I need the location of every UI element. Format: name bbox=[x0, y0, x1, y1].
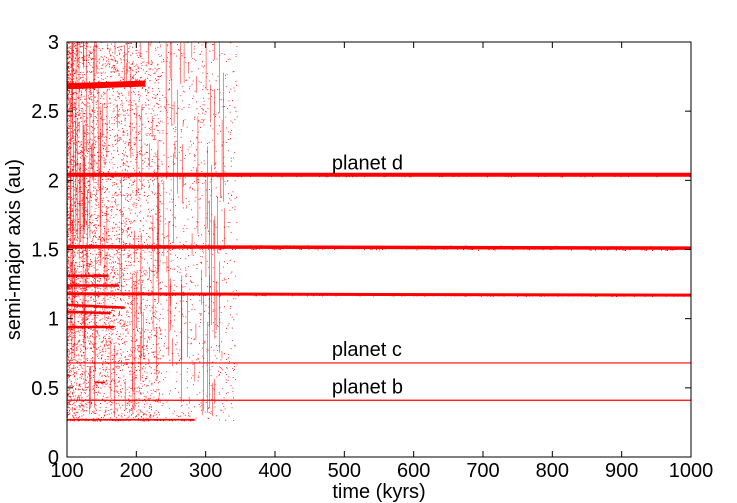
series-jitter bbox=[94, 382, 105, 384]
x-tick-label: 500 bbox=[328, 460, 361, 482]
x-axis-label: time (kyrs) bbox=[332, 481, 425, 503]
y-axis-label: semi-major axis (au) bbox=[3, 159, 25, 340]
y-tick-label: 1.5 bbox=[31, 240, 59, 262]
series-planet-d bbox=[67, 172, 691, 178]
plot-frame bbox=[66, 41, 692, 458]
series-track-7 bbox=[66, 303, 125, 310]
series-jitter bbox=[67, 292, 691, 297]
x-tick-label: 400 bbox=[258, 460, 291, 482]
x-tick-label: 900 bbox=[605, 460, 638, 482]
series-line bbox=[66, 80, 146, 90]
series-track-10 bbox=[67, 282, 119, 290]
x-tick-label: 100 bbox=[50, 460, 83, 482]
y-tick-label: 0.5 bbox=[31, 378, 59, 400]
x-tick-label: 700 bbox=[466, 460, 499, 482]
series-jitter bbox=[67, 173, 691, 178]
series-track-12 bbox=[94, 381, 106, 384]
axis-ticks: 100 200 300 400 500 600 700 800 900 1000 0 0.5 1 1.5 2… bbox=[31, 32, 713, 482]
y-tick-label: 2.5 bbox=[31, 101, 59, 123]
series-jitter bbox=[67, 419, 196, 422]
y-tick-label: 0 bbox=[48, 447, 59, 469]
series-track-11 bbox=[67, 273, 109, 280]
annotation-planet-d: planet d bbox=[332, 152, 403, 174]
x-tick-label: 1000 bbox=[669, 460, 714, 482]
streaks bbox=[66, 42, 225, 418]
annotation-planet-b: planet b bbox=[332, 376, 403, 398]
annotations: planet d planet c planet b bbox=[332, 152, 403, 398]
x-tick-label: 300 bbox=[189, 460, 222, 482]
series-jitter bbox=[67, 79, 146, 91]
series-jitter bbox=[67, 282, 119, 290]
series-track-4 bbox=[66, 292, 692, 297]
plot-area bbox=[66, 42, 692, 422]
series-track-3 bbox=[66, 244, 692, 251]
series-jitter bbox=[67, 325, 115, 330]
scatter-points bbox=[67, 42, 238, 422]
series-jitter bbox=[67, 244, 691, 251]
series-track-6 bbox=[66, 79, 146, 91]
y-tick-label: 2 bbox=[48, 170, 59, 192]
x-tick-label: 800 bbox=[536, 460, 569, 482]
streak-lines bbox=[66, 42, 225, 418]
series-track-8 bbox=[66, 310, 112, 315]
y-tick-label: 3 bbox=[48, 32, 59, 54]
scatter-cloud bbox=[67, 42, 238, 422]
series-track-5 bbox=[67, 418, 196, 422]
annotation-planet-c: planet c bbox=[332, 339, 402, 361]
series-jitter bbox=[67, 273, 109, 280]
y-tick-label: 1 bbox=[48, 309, 59, 331]
series-track-9 bbox=[67, 325, 115, 330]
x-tick-label: 200 bbox=[120, 460, 153, 482]
x-tick-label: 600 bbox=[397, 460, 430, 482]
series-line bbox=[66, 244, 692, 250]
